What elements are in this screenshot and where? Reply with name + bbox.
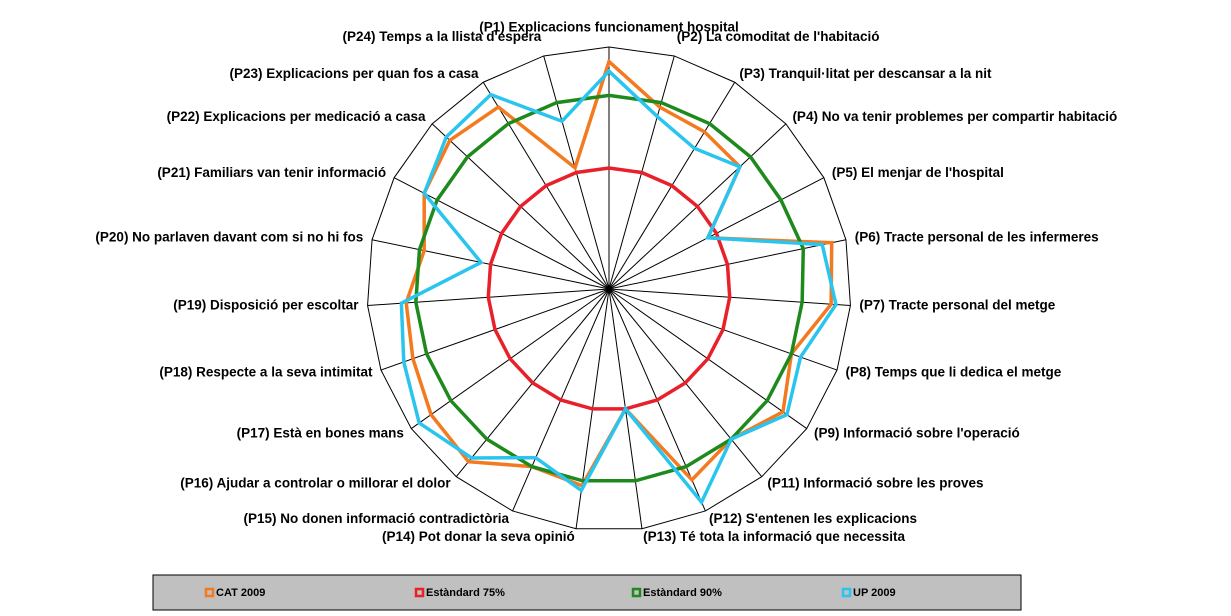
legend-label: Estàndard 90% — [643, 587, 722, 599]
axis-label: (P6) Tracte personal de les infermeres — [855, 229, 1099, 244]
axis-label: (P15) No donen informació contradictòria — [243, 511, 509, 526]
series-line — [399, 68, 838, 506]
axis-label: (P2) La comoditat de l'habitació — [677, 29, 880, 44]
axis-label: (P3) Tranquil·litat per descansar a la n… — [739, 66, 992, 81]
legend-swatch — [841, 587, 852, 598]
series-line — [414, 93, 806, 483]
axis-label: (P8) Temps que li dedica el metge — [846, 365, 1062, 380]
outer-ring — [367, 46, 851, 530]
axis-label: (P18) Respecte a la seva intimitat — [159, 365, 373, 380]
axis-label: (P17) Està en bones mans — [237, 425, 404, 440]
legend-label: UP 2009 — [853, 587, 896, 599]
axis-label: (P16) Ajudar a controlar o millorar el d… — [180, 475, 451, 490]
axis-label: (P1) Explicacions funcionament hospital — [479, 20, 739, 35]
legend-label: CAT 2009 — [216, 587, 265, 599]
axis-label: (P9) Informació sobre l'operació — [814, 425, 1020, 440]
axis-label: (P22) Explicacions per medicació a casa — [167, 109, 426, 124]
axis-label: (P11) Informació sobre les proves — [767, 475, 983, 490]
axis-label: (P5) El menjar de l'hospital — [832, 165, 1004, 180]
axis-label: (P24) Temps a la llista d'espera — [342, 29, 541, 44]
axis-label: (P7) Tracte personal del metge — [859, 298, 1055, 313]
axis-label: (P23) Explicacions per quan fos a casa — [229, 66, 479, 81]
legend-swatch — [414, 587, 425, 598]
legend-swatch — [631, 587, 642, 598]
legend-swatch — [204, 587, 215, 598]
axis-label: (P19) Disposició per escoltar — [173, 298, 359, 313]
legend-label: Estàndard 75% — [426, 587, 505, 599]
axis-label: (P4) No va tenir problemes per compartir… — [792, 109, 1117, 124]
axis-label: (P12) S'entenen les explicacions — [709, 511, 917, 526]
axis-label: (P13) Té tota la informació que necessit… — [643, 529, 905, 544]
axis-label: (P20) No parlaven davant com si no hi fo… — [95, 229, 363, 244]
axis-label: (P21) Familiars van tenir informació — [157, 165, 386, 180]
axis-label: (P14) Pot donar la seva opinió — [382, 529, 575, 544]
legend-box — [152, 574, 1022, 611]
